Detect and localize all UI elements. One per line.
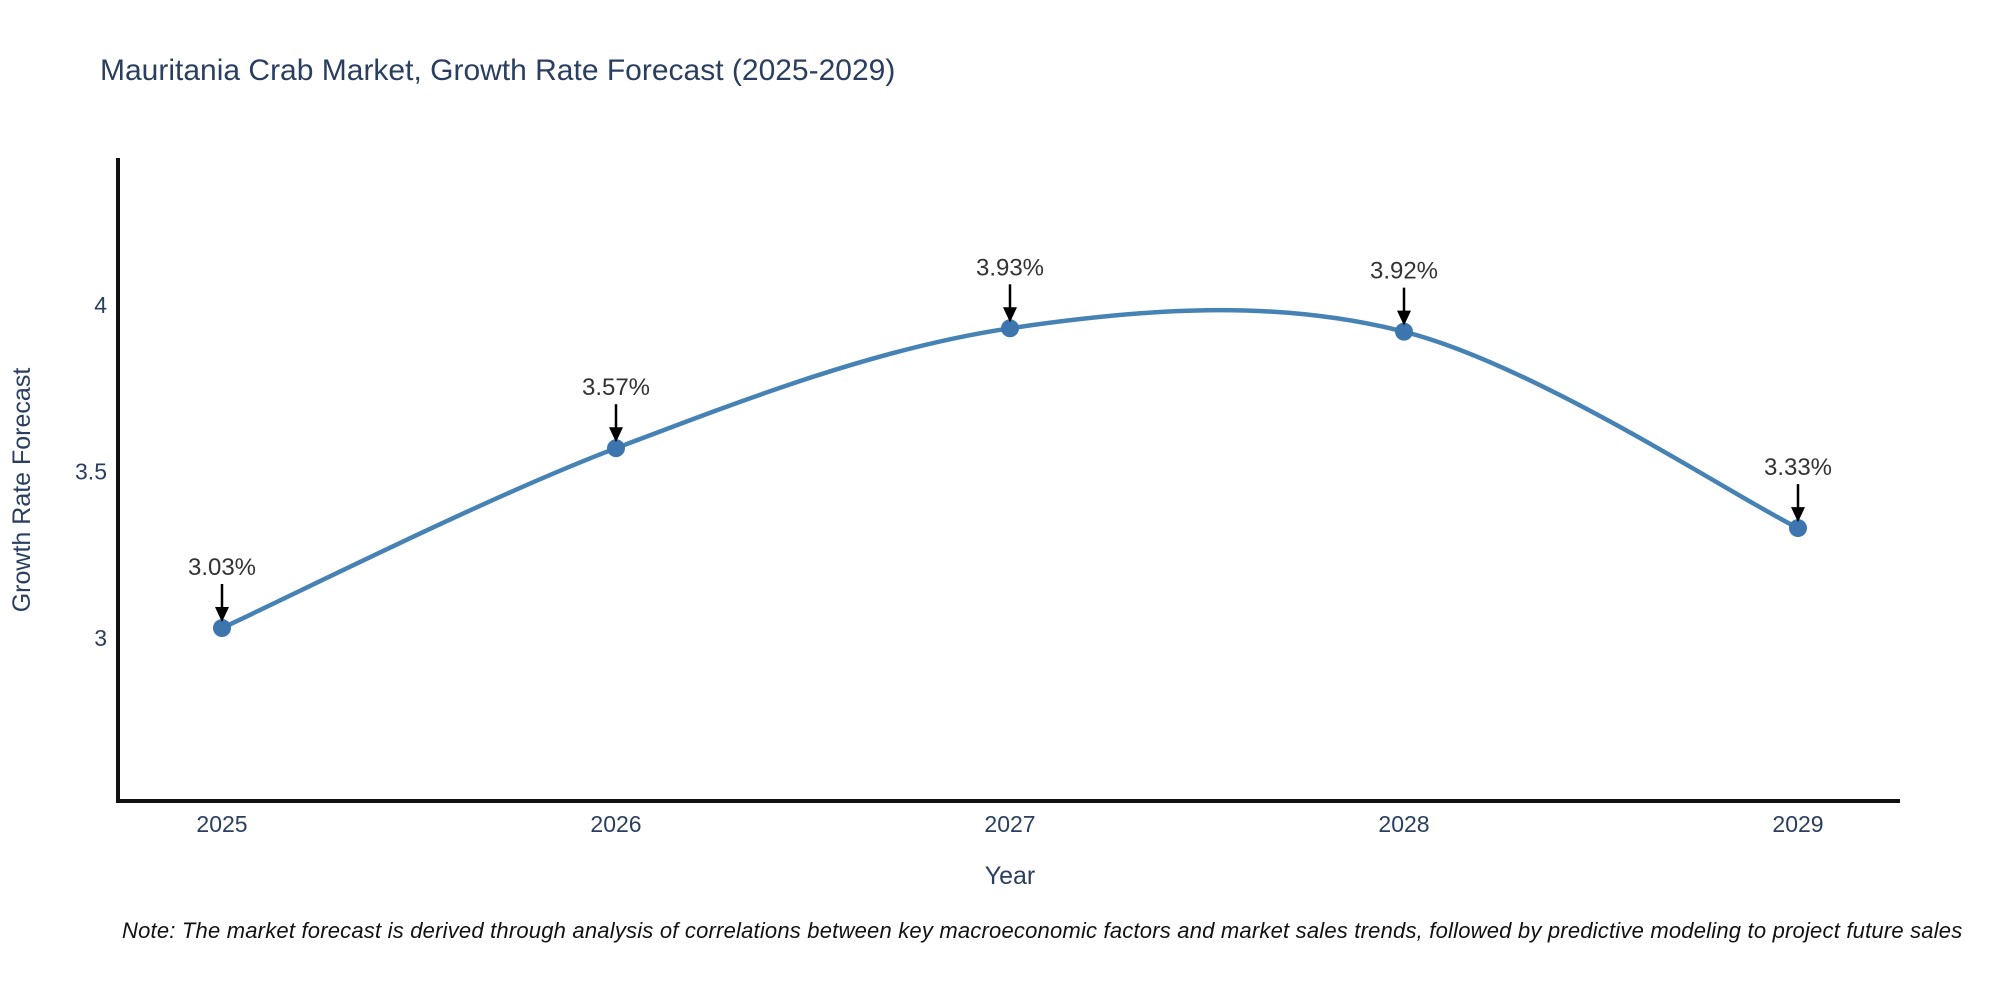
annotation-arrowhead	[1791, 507, 1805, 523]
data-point-marker	[1789, 519, 1807, 538]
annotation-arrowhead	[215, 607, 229, 623]
annotation-arrowhead	[609, 427, 623, 443]
x-axis-title: Year	[985, 862, 1036, 890]
series-line	[219, 307, 1801, 631]
x-tick-label: 2025	[196, 811, 247, 837]
point-value-label: 3.93%	[976, 254, 1044, 281]
y-axis-title: Growth Rate Forecast	[8, 368, 36, 613]
data-point-marker	[213, 619, 231, 638]
point-value-label: 3.33%	[1764, 454, 1832, 481]
x-tick-label: 2027	[984, 811, 1035, 837]
x-axis-tick-labels: 2025 2026 2027 2028 2029	[196, 811, 1823, 837]
x-tick-label: 2026	[590, 811, 641, 837]
chart-title: Mauritania Crab Market, Growth Rate Fore…	[100, 54, 895, 87]
series-line-group	[219, 307, 1801, 631]
y-tick-label: 4	[94, 292, 107, 318]
x-tick-label: 2029	[1772, 811, 1823, 837]
data-point-marker	[1001, 319, 1019, 338]
data-point-marker	[607, 439, 625, 458]
annotation-arrowhead	[1397, 310, 1411, 326]
annotation-arrowhead	[1003, 307, 1017, 323]
point-value-label: 3.92%	[1370, 258, 1438, 285]
data-point-marker	[1395, 322, 1413, 341]
y-tick-label: 3	[94, 625, 107, 651]
data-point-annotations: 3.03% 3.57% 3.93% 3.92% 3.33%	[188, 254, 1832, 623]
point-value-label: 3.57%	[582, 374, 650, 401]
y-tick-label: 3.5	[75, 459, 107, 485]
data-point-markers	[213, 319, 1807, 638]
point-value-label: 3.03%	[188, 554, 256, 581]
footnote: Note: The market forecast is derived thr…	[122, 918, 1963, 943]
x-tick-label: 2028	[1378, 811, 1429, 837]
y-axis-tick-labels: 33.54	[75, 292, 107, 651]
